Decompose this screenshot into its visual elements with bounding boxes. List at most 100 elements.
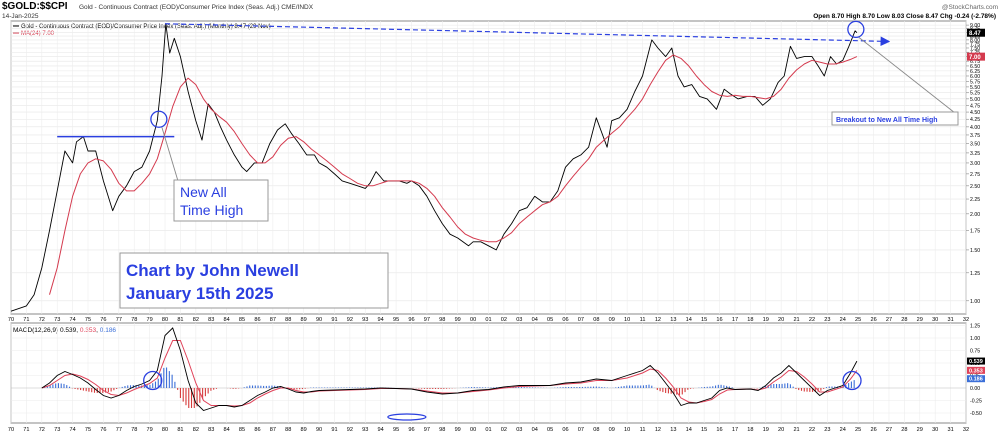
price-x-tick-label: 20 — [778, 317, 784, 323]
price-x-tick-label: 27 — [886, 317, 892, 323]
macd-x-tick-label: 15 — [701, 427, 707, 433]
watermark: @StockCharts.com — [942, 4, 998, 11]
price-x-tick-label: 13 — [670, 317, 676, 323]
price-x-tick-label: 82 — [193, 317, 199, 323]
price-x-tick-label: 04 — [532, 317, 538, 323]
price-x-tick-label: 17 — [732, 317, 738, 323]
price-y-tick-label: 2.25 — [970, 197, 980, 203]
macd-y-tick-label: 1.00 — [970, 336, 980, 342]
macd-x-tick-label: 06 — [562, 427, 568, 433]
price-x-tick-label: 75 — [85, 317, 91, 323]
price-x-tick-label: 08 — [593, 317, 599, 323]
price-x-tick-label: 02 — [501, 317, 507, 323]
price-x-tick-label: 85 — [239, 317, 245, 323]
macd-value-badge — [967, 366, 985, 374]
price-x-tick-label: 94 — [378, 317, 384, 323]
price-x-tick-label: 74 — [69, 317, 75, 323]
macd-x-tick-label: 27 — [886, 427, 892, 433]
macd-x-tick-label: 87 — [270, 427, 276, 433]
macd-x-tick-label: 70 — [8, 427, 14, 433]
macd-x-tick-label: 31 — [947, 427, 953, 433]
price-x-tick-label: 18 — [747, 317, 753, 323]
symbol-title: $GOLD:$$CPI — [2, 1, 68, 12]
price-x-tick-label: 70 — [8, 317, 14, 323]
price-x-tick-label: 84 — [224, 317, 230, 323]
price-x-tick-label: 29 — [917, 317, 923, 323]
new-high-line-2: Time High — [180, 202, 243, 218]
price-x-tick-label: 79 — [147, 317, 153, 323]
price-x-tick-label: 92 — [347, 317, 353, 323]
macd-x-tick-label: 77 — [116, 427, 122, 433]
price-x-tick-label: 96 — [408, 317, 414, 323]
macd-x-tick-label: 22 — [809, 427, 815, 433]
price-y-tick-label: 3.50 — [970, 142, 980, 148]
macd-value-badge-text: 0.539 — [969, 359, 983, 365]
price-y-tick-label: 4.75 — [970, 103, 980, 109]
macd-x-tick-label: 97 — [424, 427, 430, 433]
macd-x-tick-label: 19 — [763, 427, 769, 433]
price-x-tick-label: 11 — [640, 317, 646, 323]
price-x-tick-label: 83 — [208, 317, 214, 323]
macd-x-tick-label: 26 — [870, 427, 876, 433]
price-line — [10, 23, 858, 312]
price-x-tick-label: 31 — [947, 317, 953, 323]
macd-legend-name: MACD(12,26,9) 0.539, 0.353, 0.186 — [13, 327, 116, 334]
price-y-tick-label: 8.00 — [970, 38, 980, 44]
price-y-tick-label: 3.00 — [970, 161, 980, 167]
macd-x-tick-label: 95 — [393, 427, 399, 433]
new-high-line-1: New All — [180, 184, 227, 200]
price-x-tick-label: 09 — [609, 317, 615, 323]
macd-x-tick-label: 01 — [485, 427, 491, 433]
price-x-tick-label: 21 — [793, 317, 799, 323]
ma-legend: MA(24) 7.00 — [21, 31, 55, 37]
price-y-tick-label: 4.00 — [970, 125, 980, 131]
macd-x-tick-label: 24 — [840, 427, 846, 433]
macd-x-tick-label: 05 — [547, 427, 553, 433]
price-y-tick-label: 2.75 — [970, 172, 980, 178]
macd-x-tick-label: 11 — [640, 427, 646, 433]
price-y-tick-label: 3.75 — [970, 133, 980, 139]
price-x-tick-label: 30 — [932, 317, 938, 323]
price-x-tick-label: 97 — [424, 317, 430, 323]
ma-value-badge — [967, 52, 985, 61]
ohlc-readout: Open 8.70 High 8.70 Low 8.03 Close 8.47 … — [813, 13, 996, 20]
price-x-tick-label: 25 — [855, 317, 861, 323]
macd-flat-ellipse — [387, 413, 427, 421]
price-x-tick-label: 24 — [840, 317, 846, 323]
macd-x-tick-label: 09 — [609, 427, 615, 433]
price-x-tick-label: 76 — [100, 317, 106, 323]
macd-x-tick-label: 18 — [747, 427, 753, 433]
macd-y-tick-label: -0.50 — [970, 411, 982, 417]
macd-x-tick-label: 80 — [162, 427, 168, 433]
price-x-tick-label: 05 — [547, 317, 553, 323]
macd-x-tick-label: 00 — [470, 427, 476, 433]
price-y-tick-label: 5.75 — [970, 79, 980, 85]
price-x-tick-label: 14 — [686, 317, 692, 323]
price-y-tick-label: 2.50 — [970, 184, 980, 190]
macd-x-tick-label: 08 — [593, 427, 599, 433]
macd-x-tick-label: 74 — [69, 427, 75, 433]
macd-x-tick-label: 10 — [624, 427, 630, 433]
price-y-tick-label: 7.50 — [970, 46, 980, 52]
price-x-tick-label: 93 — [362, 317, 368, 323]
price-x-tick-label: 78 — [131, 317, 137, 323]
macd-x-tick-label: 82 — [193, 427, 199, 433]
price-x-tick-label: 71 — [23, 317, 29, 323]
price-x-tick-label: 10 — [624, 317, 630, 323]
macd-value-badge-text: 0.353 — [969, 368, 983, 374]
price-x-tick-label: 73 — [54, 317, 60, 323]
macd-x-tick-label: 25 — [855, 427, 861, 433]
price-x-tick-label: 32 — [963, 317, 969, 323]
price-y-tick-label: 4.50 — [970, 110, 980, 116]
macd-line — [41, 327, 858, 412]
macd-x-tick-label: 83 — [208, 427, 214, 433]
price-y-tick-label: 1.00 — [970, 299, 980, 305]
macd-y-tick-label: 0.75 — [970, 349, 980, 355]
macd-x-tick-label: 85 — [239, 427, 245, 433]
price-y-tick-label: 5.50 — [970, 85, 980, 91]
macd-value-badge — [967, 375, 985, 383]
macd-x-tick-label: 20 — [778, 427, 784, 433]
price-y-tick-label: 6.75 — [970, 59, 980, 65]
